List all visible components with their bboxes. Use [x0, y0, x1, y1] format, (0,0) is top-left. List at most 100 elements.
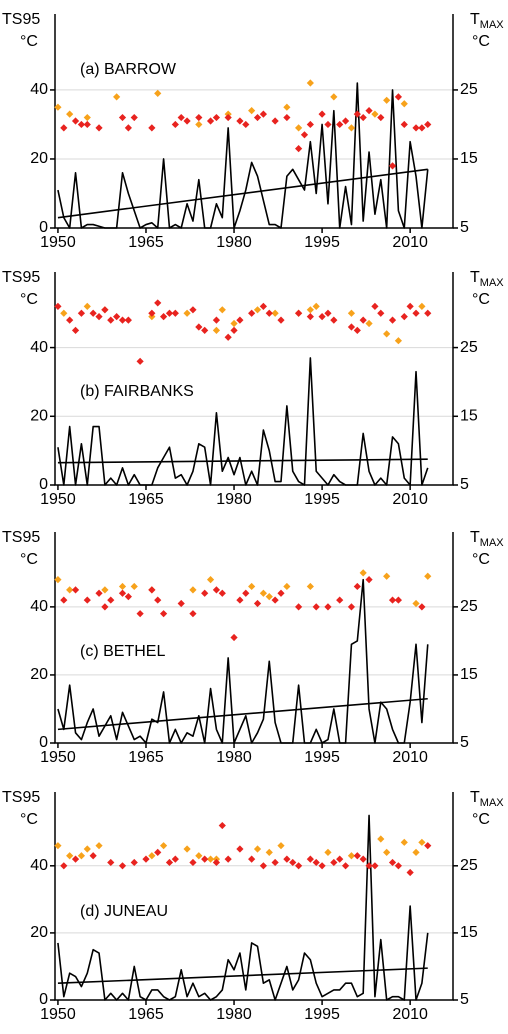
tmax-point — [283, 855, 291, 863]
tmax-point — [189, 306, 197, 314]
axes — [54, 792, 454, 1001]
tmax-point — [253, 845, 262, 853]
tmax-point — [259, 589, 267, 597]
ts95-line — [57, 814, 429, 1001]
tmax-point — [236, 596, 244, 604]
tmax-point — [218, 306, 226, 314]
tmax-point — [406, 302, 414, 310]
y2-axis-title: TMAX — [470, 269, 504, 289]
tmax-point — [353, 326, 361, 335]
tmax-point — [295, 124, 303, 132]
tmax-point — [330, 858, 338, 867]
tmax-point — [118, 582, 127, 591]
tmax-point — [148, 852, 156, 860]
tmax-point — [183, 309, 191, 317]
y-axis-title: TS95 — [2, 11, 40, 28]
tmax-point — [424, 572, 432, 580]
tmax-point — [259, 302, 267, 310]
tmax-point — [212, 858, 221, 867]
tmax-point — [271, 596, 279, 604]
tmax-point — [336, 596, 344, 604]
y-tick-label: 0 — [39, 734, 48, 751]
axes — [54, 272, 454, 486]
tmax-point — [107, 596, 115, 604]
tmax-point — [306, 855, 314, 863]
tmax-point — [388, 162, 397, 170]
tmax-point — [89, 309, 97, 317]
tmax-point — [212, 113, 221, 122]
tmax-point — [189, 858, 197, 867]
tmax-point — [230, 633, 238, 642]
tmax-point — [300, 131, 309, 139]
tmax-point — [347, 852, 356, 860]
tmax-point — [66, 586, 74, 594]
trend-line — [57, 697, 428, 731]
tmax-point — [253, 599, 262, 608]
tmax-point — [159, 842, 168, 850]
y2-axis-unit: °C — [472, 291, 490, 308]
tmax-point — [95, 313, 103, 321]
x-tick-label: 2010 — [392, 234, 428, 251]
y2-tick-label: 5 — [460, 991, 469, 1008]
tmax-point — [142, 855, 150, 863]
tmax-point — [195, 852, 203, 860]
y-tick-label: 20 — [30, 924, 48, 941]
tmax-point — [218, 821, 226, 830]
tmax-point — [412, 309, 420, 317]
tmax-point — [54, 576, 62, 584]
tmax-point — [377, 835, 385, 843]
ts95-line — [57, 82, 429, 229]
tmax-point — [148, 586, 156, 594]
y-tick-label: 0 — [39, 991, 48, 1008]
tmax-point — [424, 309, 432, 317]
tmax-point — [306, 582, 314, 591]
tmax-point — [347, 323, 356, 331]
tmax-point — [383, 572, 391, 580]
tmax-point — [212, 316, 221, 324]
y2-tick-label: 5 — [460, 476, 469, 493]
tmax-point — [283, 582, 291, 591]
tmax-point — [318, 110, 326, 118]
tmax-point — [277, 589, 285, 597]
tmax-point — [371, 110, 379, 118]
tmax-point — [400, 313, 408, 321]
tmax-point — [347, 124, 356, 132]
tmax-point — [400, 838, 408, 846]
tmax-point — [148, 309, 156, 317]
x-tick-label: 2010 — [392, 1006, 428, 1023]
tmax-point — [83, 845, 91, 853]
tmax-point — [189, 586, 197, 594]
tmax-point — [388, 858, 397, 867]
y2-axis-title: TMAX — [470, 789, 504, 809]
tmax-point — [236, 845, 244, 853]
x-tick-label: 1995 — [304, 491, 340, 508]
x-tick-label: 1965 — [128, 1006, 164, 1023]
tmax-point — [341, 862, 350, 870]
tmax-point — [295, 603, 303, 611]
tmax-point — [383, 96, 391, 104]
tmax-point — [183, 845, 191, 853]
tmax-point — [77, 120, 86, 129]
tmax-point — [394, 337, 403, 345]
tmax-point — [218, 589, 226, 597]
panel-label: (b) FAIRBANKS — [80, 383, 194, 400]
tmax-point — [201, 855, 209, 863]
y2-axis-title-main: T — [470, 11, 480, 28]
y2-axis-title-sub: MAX — [480, 277, 505, 289]
tmax-point — [406, 868, 414, 877]
tmax-point — [83, 113, 91, 122]
y-tick-label: 40 — [30, 339, 48, 356]
tmax-point — [277, 842, 285, 850]
y-tick-label: 20 — [30, 408, 48, 425]
tmax-point — [189, 610, 197, 618]
tmax-point — [347, 309, 356, 317]
tmax-point — [77, 852, 86, 860]
y-axis-unit: °C — [20, 811, 38, 828]
tmax-point — [336, 120, 344, 129]
tmax-point — [95, 842, 103, 850]
y2-tick-label: 5 — [460, 219, 469, 236]
tmax-point — [195, 120, 203, 129]
tmax-point — [224, 855, 232, 863]
y-axis-title: TS95 — [2, 269, 40, 286]
tmax-point — [312, 858, 320, 867]
